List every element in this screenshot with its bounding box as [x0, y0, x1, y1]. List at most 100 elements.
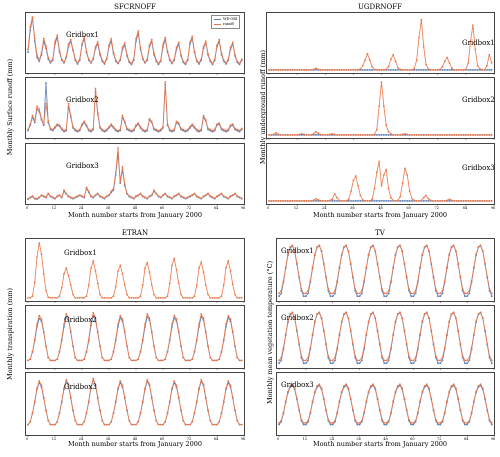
sfcrnoff-x-tick-label: 84 — [213, 206, 219, 210]
obs-data-point — [307, 292, 310, 295]
sim-data-point — [307, 419, 310, 422]
sim-data-point — [439, 422, 442, 424]
sim-data-point — [164, 36, 167, 39]
sim-data-point — [310, 200, 313, 202]
sim-data-point — [209, 296, 212, 299]
sim-data-point — [357, 69, 359, 71]
sim-data-point — [99, 52, 101, 55]
sim-data-point — [326, 200, 329, 202]
sim-data-point — [363, 346, 366, 349]
sim-data-point — [455, 249, 457, 252]
sim-data-point — [354, 175, 357, 177]
sim-data-point — [360, 419, 363, 422]
sim-data-point — [65, 267, 68, 270]
sim-data-point — [200, 261, 203, 263]
sim-data-point — [329, 199, 331, 202]
sim-data-point — [171, 264, 173, 267]
tv-gridbox-label-1: Gridbox1 — [281, 247, 314, 255]
sim-data-point — [119, 264, 122, 267]
sim-data-point — [376, 262, 379, 265]
sim-data-point — [343, 313, 345, 315]
sim-data-point — [387, 419, 390, 422]
obs-data-point — [410, 423, 413, 426]
sim-data-point — [419, 333, 421, 335]
sim-data-point — [171, 197, 173, 200]
sim-data-point — [412, 422, 415, 424]
sim-data-point — [135, 359, 137, 362]
sim-data-point — [364, 59, 366, 62]
sim-data-point — [51, 128, 54, 131]
sim-data-point — [387, 356, 390, 359]
obs-data-point — [360, 292, 363, 295]
sim-data-point — [40, 253, 43, 256]
sim-data-point — [137, 30, 140, 32]
sim-data-point — [278, 359, 280, 362]
sim-data-point — [452, 383, 455, 386]
sim-data-point — [207, 409, 209, 411]
obs-data-point — [378, 200, 381, 202]
sim-data-point — [434, 69, 437, 71]
sim-data-point — [36, 256, 38, 258]
sim-data-point — [441, 356, 444, 359]
sim-data-point — [410, 422, 413, 424]
sim-data-point — [76, 129, 79, 132]
sim-data-point — [38, 380, 41, 382]
sim-data-point — [403, 262, 406, 265]
sim-data-point — [69, 114, 72, 117]
etran-x-tick-label: 48 — [132, 437, 138, 441]
sim-data-point — [27, 296, 29, 299]
sim-data-point — [356, 359, 359, 362]
sim-data-point — [484, 397, 486, 400]
sim-data-point — [374, 249, 377, 252]
obs-data-point — [378, 134, 381, 136]
sim-data-point — [430, 397, 433, 400]
sim-data-point — [78, 296, 81, 299]
sim-data-point — [352, 342, 354, 345]
etran-plot-svg-1 — [27, 242, 245, 303]
obs-data-point — [427, 200, 430, 202]
sim-data-point — [380, 81, 383, 83]
sim-data-point — [110, 190, 113, 193]
sim-data-point — [368, 200, 371, 202]
obs-data-point — [385, 200, 388, 202]
sim-data-point — [220, 295, 223, 298]
sim-data-point — [49, 195, 52, 197]
sim-data-point — [477, 246, 480, 248]
obs-data-point — [302, 295, 305, 298]
sim-data-point — [175, 318, 178, 320]
sim-data-point — [236, 419, 239, 422]
sim-data-point — [135, 37, 137, 40]
sim-data-point — [168, 400, 171, 402]
sim-data-point — [385, 292, 388, 295]
obs-data-point — [412, 423, 415, 426]
sim-data-point — [385, 359, 388, 362]
sim-data-point — [76, 62, 79, 64]
sim-data-point — [372, 311, 374, 314]
sim-data-point — [204, 330, 207, 333]
sim-data-point — [334, 356, 336, 359]
sim-data-point — [105, 359, 108, 362]
sim-data-point — [333, 193, 336, 195]
sim-data-point — [94, 316, 97, 319]
legend-entry-obs: WE-ORI — [214, 17, 237, 22]
obs-data-point — [383, 423, 386, 426]
sim-data-point — [359, 134, 362, 136]
sim-data-point — [357, 134, 359, 136]
sim-data-point — [479, 134, 481, 136]
sim-data-point — [421, 320, 424, 323]
sim-data-point — [128, 195, 131, 197]
obs-data-point — [385, 423, 388, 426]
legend-swatch-obs — [214, 18, 221, 20]
sim-data-point — [368, 59, 371, 62]
sim-data-point — [193, 192, 196, 195]
sim-data-point — [413, 199, 416, 202]
sim-data-point — [216, 195, 218, 197]
obs-data-point — [490, 69, 493, 71]
sim-data-point — [284, 333, 287, 335]
sim-data-point — [58, 124, 61, 127]
sim-data-point — [33, 400, 36, 402]
sim-data-point — [168, 338, 171, 341]
sim-data-point — [67, 43, 70, 45]
sim-data-point — [382, 69, 385, 71]
sim-data-point — [166, 411, 169, 414]
